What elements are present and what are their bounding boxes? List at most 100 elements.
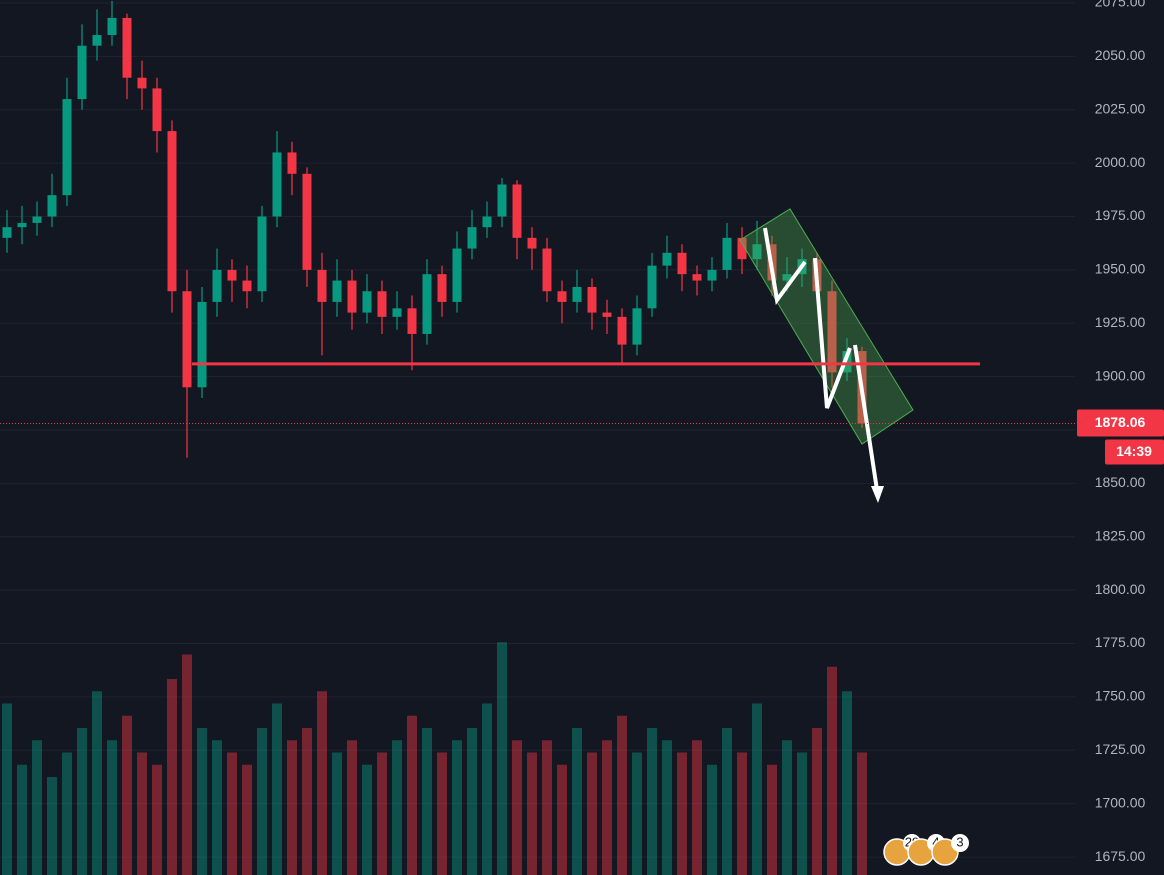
candle-body: [287, 152, 297, 174]
candle-body: [827, 291, 837, 373]
candle-body: [182, 291, 192, 388]
channel: [739, 208, 914, 445]
volume-bar: [707, 764, 717, 875]
candle-body: [782, 274, 792, 281]
candle-body: [542, 248, 552, 292]
candle-body: [272, 152, 282, 217]
candle-body: [152, 88, 162, 132]
y-tick-label: 1700.00: [1095, 794, 1146, 810]
volume-bar: [182, 654, 192, 875]
y-tick-label: 2025.00: [1095, 100, 1146, 116]
volume-bar: [752, 703, 762, 875]
candle-body: [347, 280, 357, 313]
volume-bar: [137, 752, 147, 875]
volume-bar: [572, 728, 582, 875]
y-tick-label: 2075.00: [1095, 0, 1146, 10]
volume-bar: [647, 728, 657, 875]
volume-bar: [767, 764, 777, 875]
volume-bar: [827, 666, 837, 875]
volume-bar: [227, 752, 237, 875]
candle-body: [707, 269, 717, 281]
candle-body: [737, 237, 747, 260]
candle-body: [497, 184, 507, 217]
volume-bar: [857, 752, 867, 875]
y-tick-label: 1775.00: [1095, 634, 1146, 650]
candle-body: [587, 286, 597, 313]
volume-bar: [737, 752, 747, 875]
candle-body: [212, 269, 222, 302]
y-tick-label: 1850.00: [1095, 474, 1146, 490]
arrow-segment: [853, 344, 879, 491]
volume-bar: [482, 703, 492, 875]
volume-bar: [2, 703, 12, 875]
y-tick-label: 2050.00: [1095, 47, 1146, 63]
volume-bar: [77, 728, 87, 875]
volume-pane: [2, 642, 867, 875]
countdown-label: 14:39: [1116, 443, 1152, 459]
volume-bar: [47, 777, 57, 875]
candle-body: [197, 301, 207, 388]
candle-body: [842, 351, 852, 373]
volume-bar: [272, 703, 282, 875]
volume-bar: [17, 764, 27, 875]
candle-body: [617, 316, 627, 345]
candle-body: [2, 227, 12, 238]
candle-body: [17, 222, 27, 228]
volume-bar: [167, 679, 177, 875]
y-tick-label: 1750.00: [1095, 688, 1146, 704]
volume-bar: [287, 740, 297, 875]
y-tick-label: 1800.00: [1095, 581, 1146, 597]
candle-body: [62, 99, 72, 196]
candle-body: [257, 216, 267, 292]
volume-bar: [542, 740, 552, 875]
volume-bar: [527, 752, 537, 875]
grid: 1675.00 1700.00 1725.00 1750.00 1775.00 1800.…: [0, 0, 1146, 864]
arrow-segment: [813, 257, 852, 409]
candle-body: [752, 244, 762, 260]
candle-body: [632, 308, 642, 345]
candle-body: [407, 308, 417, 334]
candle-body: [242, 280, 252, 292]
candle-body: [422, 274, 432, 334]
volume-bar: [722, 728, 732, 875]
last-price-label: 1878.06: [1095, 414, 1146, 430]
volume-bar: [677, 752, 687, 875]
volume-bar: [842, 691, 852, 875]
candle-body: [677, 252, 687, 275]
candle-body: [32, 216, 42, 223]
candle-body: [377, 291, 387, 317]
candle-body: [92, 35, 102, 46]
volume-bar: [467, 728, 477, 875]
arrow-head: [871, 486, 884, 503]
volume-bar: [257, 728, 267, 875]
candle-body: [302, 173, 312, 270]
volume-bar: [407, 715, 417, 875]
volume-bar: [347, 740, 357, 875]
candle-body: [47, 195, 57, 217]
candle-body: [137, 77, 147, 89]
candle-body: [317, 269, 327, 302]
candle-body: [227, 269, 237, 281]
volume-bar: [362, 764, 372, 875]
volume-bar: [557, 764, 567, 875]
candle-body: [662, 252, 672, 266]
volume-bar: [512, 740, 522, 875]
last-price-box: [1077, 409, 1164, 437]
volume-bar: [422, 728, 432, 875]
volume-bar: [812, 728, 822, 875]
y-tick-label: 1925.00: [1095, 314, 1146, 330]
candle-body: [527, 237, 537, 249]
volume-bar: [242, 764, 252, 875]
volume-bar: [317, 691, 327, 875]
volume-bar: [437, 752, 447, 875]
volume-bar: [122, 715, 132, 875]
volume-bar: [587, 752, 597, 875]
candle-body: [167, 131, 177, 292]
volume-bar: [797, 752, 807, 875]
candle-body: [77, 45, 87, 100]
candle-body: [512, 184, 522, 238]
